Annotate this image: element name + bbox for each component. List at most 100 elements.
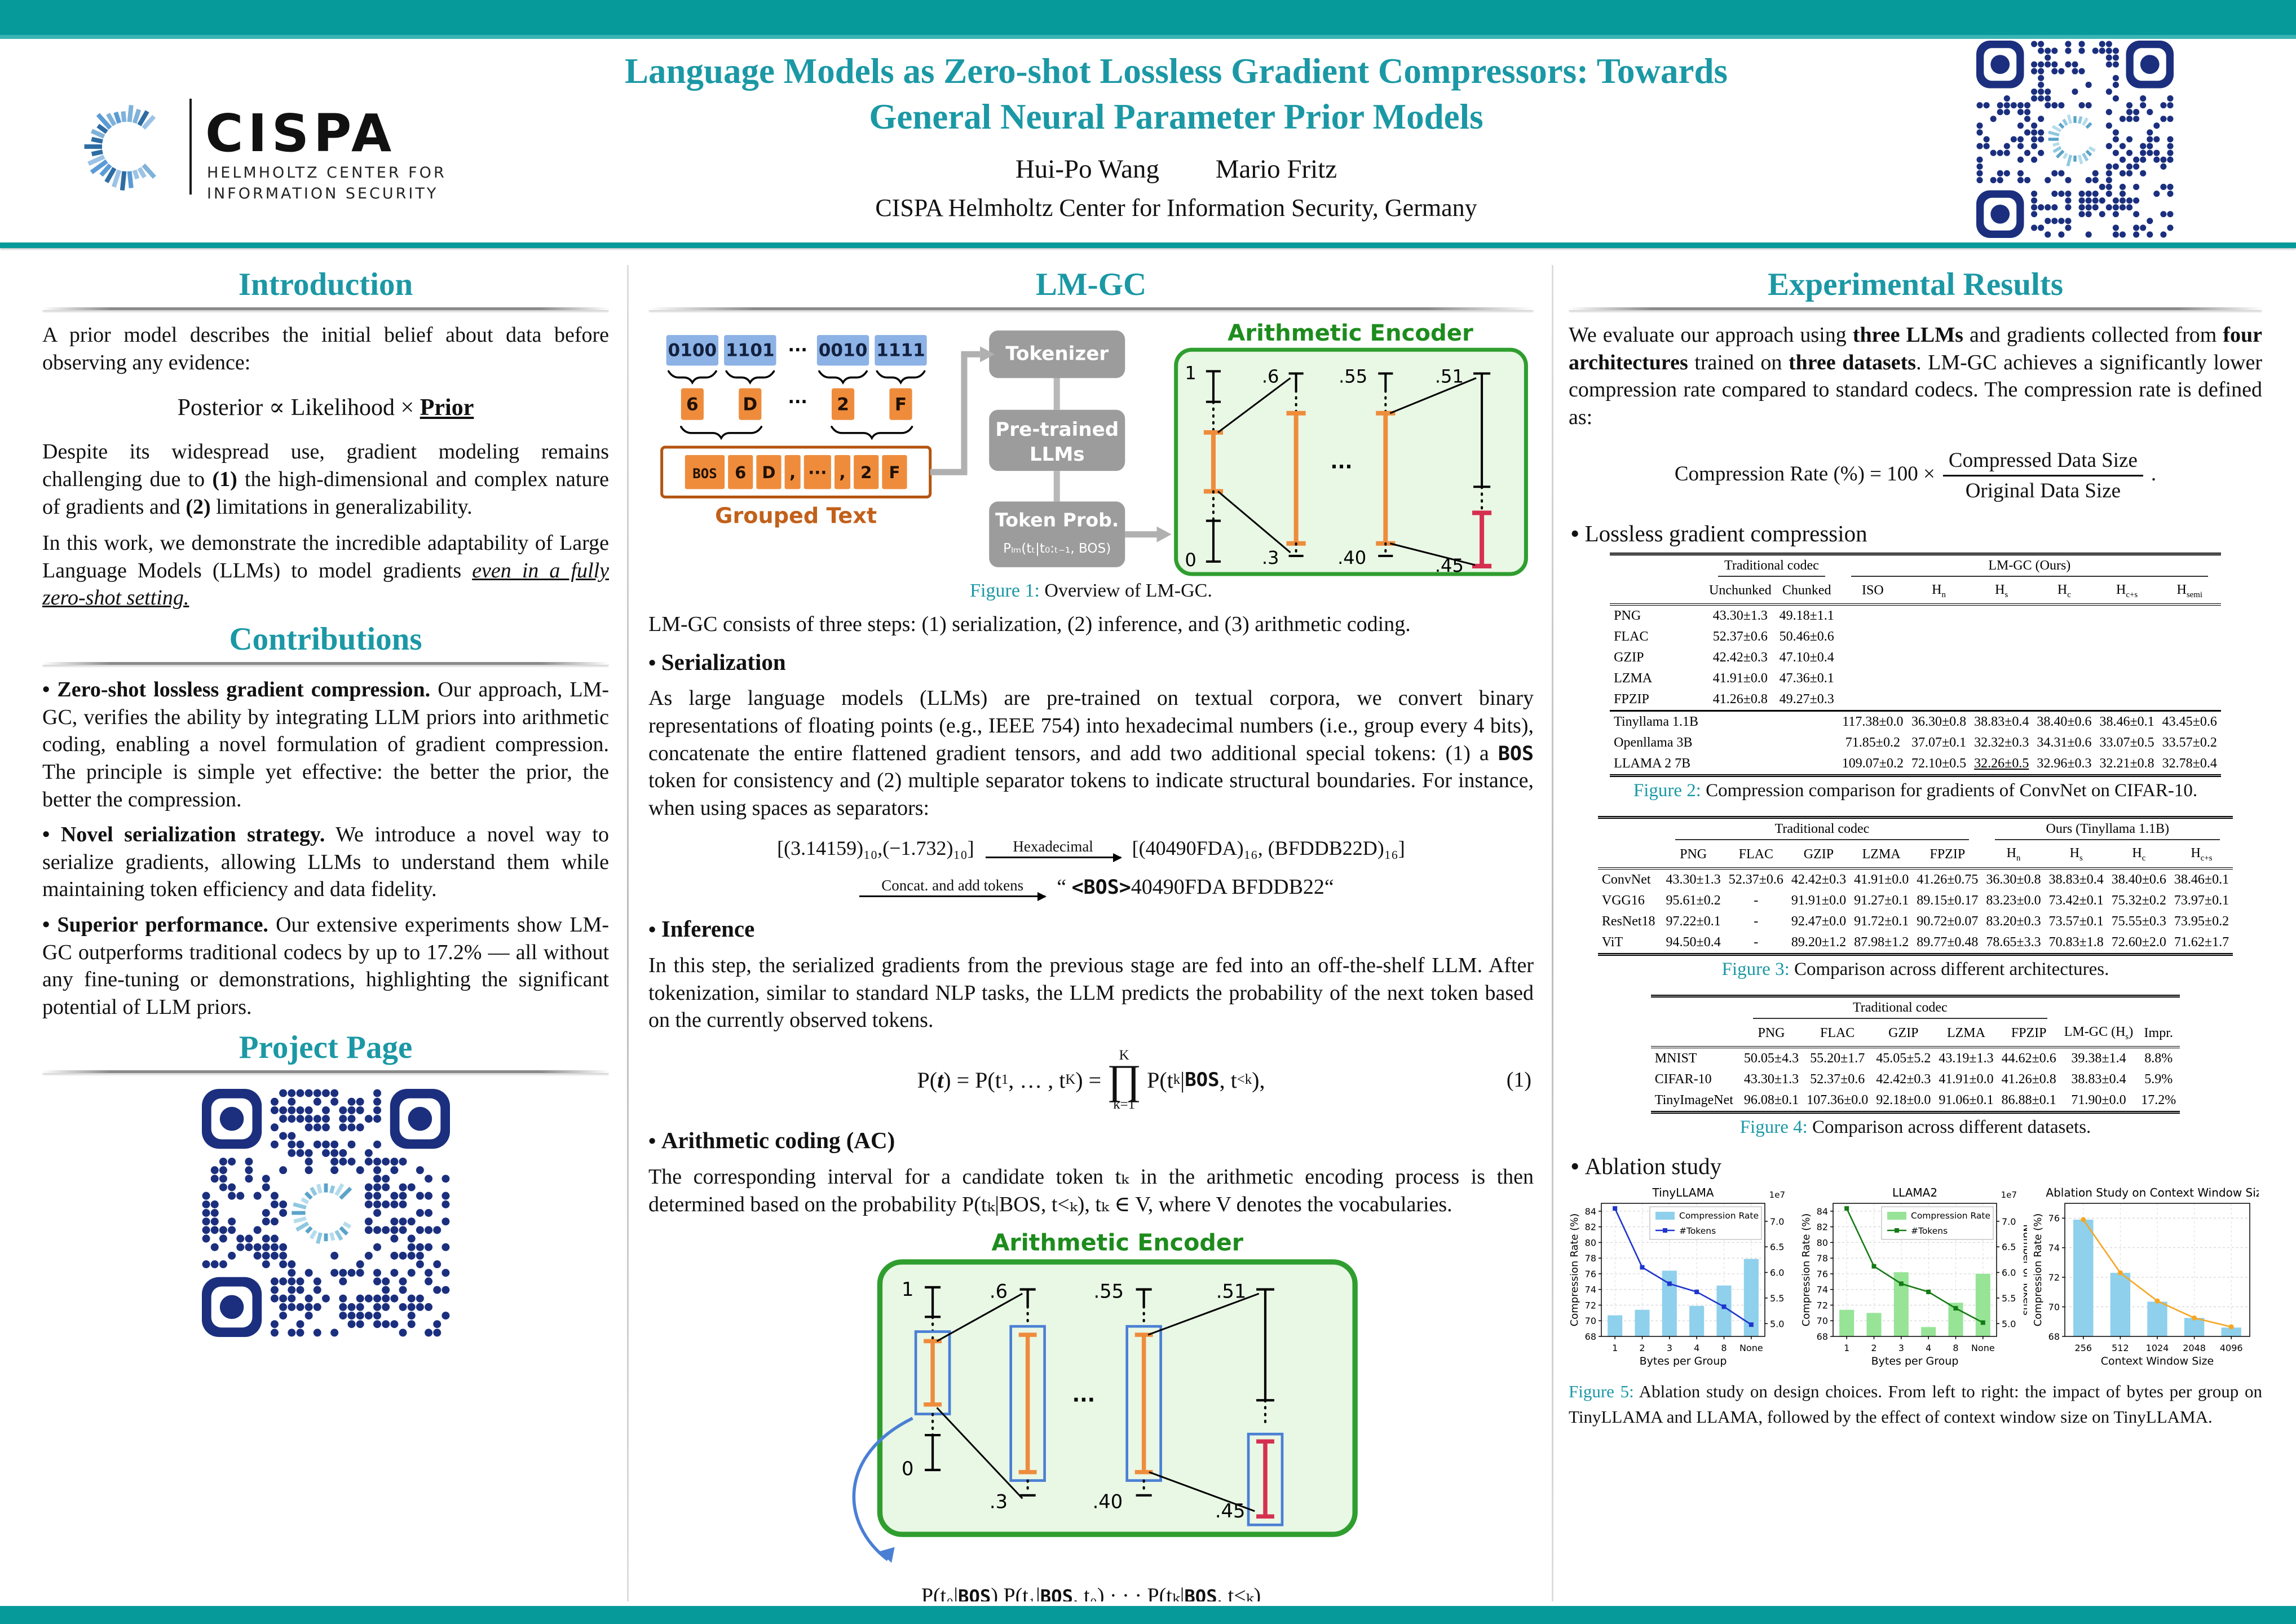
- contribution-body: Our approach, LM-GC, verifies the abilit…: [42, 678, 609, 811]
- arrow-label: Concat. and add tokens: [881, 877, 1024, 894]
- arithmetic-encoder-diagram: Arithmetic Encoder 1 0 .6 .3 ··· .55 .40 .51 .45: [852, 1229, 1358, 1563]
- contribution-item-2: Novel serialization strategy. We introdu…: [42, 821, 609, 903]
- bayes-formula: Posterior ∝ Likelihood × Prior: [42, 393, 609, 421]
- fraction-denominator: Original Data Size: [1965, 479, 2121, 502]
- eq-run: , … , t: [1008, 1067, 1066, 1093]
- svg-text:,: ,: [840, 463, 846, 482]
- bos-token: BOS: [1184, 1586, 1217, 1601]
- svg-text:None: None: [1739, 1343, 1763, 1353]
- intro-heading: Introduction: [238, 267, 413, 302]
- eq-run: ),: [1252, 1067, 1265, 1093]
- svg-text:76: 76: [1817, 1269, 1828, 1279]
- product-lower: k=1: [1113, 1096, 1136, 1112]
- svg-text:Arithmetic Encoder: Arithmetic Encoder: [991, 1229, 1243, 1256]
- svg-text:.6: .6: [990, 1281, 1008, 1303]
- svg-text:.45: .45: [1215, 1500, 1246, 1522]
- header: Language Models as Zero-shot Lossless Gr…: [528, 48, 1825, 222]
- svg-text:6.5: 6.5: [1770, 1242, 1784, 1252]
- eq-run: ) = P(t: [943, 1067, 1001, 1093]
- svg-text:6.0: 6.0: [2002, 1267, 2016, 1278]
- svg-text:Compression Rate: Compression Rate: [1679, 1211, 1759, 1221]
- serialization-heading-text: Serialization: [661, 648, 786, 675]
- svg-text:Grouped Text: Grouped Text: [715, 504, 877, 528]
- inference-heading: Inference: [648, 914, 1534, 944]
- affiliation: CISPA Helmholtz Center for Information S…: [875, 194, 1477, 222]
- contributions-heading: Contributions: [229, 621, 422, 657]
- fraction-numerator: Compressed Data Size: [1942, 448, 2143, 476]
- svg-text:···: ···: [1072, 1389, 1096, 1412]
- svg-text:D: D: [743, 395, 757, 415]
- svg-text:7.0: 7.0: [1770, 1216, 1784, 1227]
- top-teal-band-edge: [0, 35, 2296, 39]
- svg-text:4: 4: [1694, 1343, 1699, 1353]
- contribution-lead: Superior performance.: [57, 913, 268, 937]
- svg-text:.51: .51: [1435, 365, 1464, 387]
- figure4-caption: Figure 4: Comparison across different da…: [1569, 1117, 2262, 1138]
- svg-text:F: F: [895, 395, 907, 415]
- svg-text:2: 2: [1639, 1343, 1645, 1353]
- svg-text:None: None: [1971, 1343, 1995, 1353]
- svg-text:Arithmetic Encoder: Arithmetic Encoder: [1228, 321, 1473, 346]
- ablation-bullet: Ablation study: [1571, 1153, 2262, 1180]
- concat-example: Concat. and add tokens “ <BOS>40490FDA B…: [648, 875, 1534, 902]
- text-run: . LM-GC achieves a significantly lower c…: [1569, 350, 2262, 429]
- svg-text:2: 2: [1871, 1343, 1876, 1353]
- quote-mark: “: [1057, 875, 1072, 899]
- left-column: Introduction A prior model describes the…: [42, 261, 609, 1601]
- svg-text:···: ···: [808, 463, 827, 482]
- bold-run: (1): [212, 467, 237, 491]
- svg-text:0: 0: [1185, 549, 1196, 571]
- svg-text:84: 84: [1585, 1206, 1596, 1217]
- figure2-caption-prefix: Figure 2:: [1633, 780, 1701, 801]
- svg-text:76: 76: [2048, 1213, 2060, 1224]
- eq-run: P(t₀|: [921, 1584, 959, 1601]
- svg-text:1e7: 1e7: [1769, 1190, 1785, 1200]
- text-run: token for consistency and (2) multiple s…: [648, 769, 1534, 820]
- equation-number: (1): [1506, 1068, 1531, 1092]
- eq-run: , t₀) · · · P(tₖ|: [1073, 1584, 1185, 1601]
- svg-text:5.5: 5.5: [1770, 1293, 1784, 1304]
- svg-text:82: 82: [1817, 1222, 1828, 1233]
- arrow-shaft: [985, 853, 1122, 863]
- arrow-label: Hexadecimal: [1013, 838, 1093, 855]
- intro-paragraph-3: In this work, we demonstrate the incredi…: [42, 529, 609, 612]
- contribution-lead: Zero-shot lossless gradient compression.: [57, 678, 431, 701]
- heading-divider: [42, 307, 609, 310]
- svg-text:1: 1: [1185, 362, 1196, 383]
- results-paragraph: We evaluate our approach using three LLM…: [1569, 321, 2262, 431]
- eq-run: , t<ₖ): [1217, 1584, 1261, 1601]
- eq-run: t: [937, 1067, 944, 1093]
- poster-title-line1: Language Models as Zero-shot Lossless Gr…: [624, 51, 1728, 91]
- svg-text:0100: 0100: [668, 340, 717, 360]
- svg-text:68: 68: [2048, 1331, 2060, 1342]
- svg-text:.6: .6: [1262, 365, 1279, 387]
- svg-text:5.5: 5.5: [2002, 1293, 2016, 1304]
- figure4-caption-prefix: Figure 4:: [1739, 1116, 1808, 1137]
- eq-run: ) P(t₁|: [991, 1584, 1040, 1601]
- encoder-probability-caption: P(t₀|BOS) P(t₁|BOS, t₀) · · · P(tₖ|BOS, …: [648, 1583, 1534, 1601]
- svg-text:6.0: 6.0: [1770, 1267, 1784, 1278]
- figure2-caption: Figure 2: Compression comparison for gra…: [1569, 780, 2262, 801]
- svg-text:#Tokens: #Tokens: [1679, 1226, 1716, 1236]
- svg-text:Pₗₘ(tₜ|t₀:ₜ₋₁, BOS): Pₗₘ(tₜ|t₀:ₜ₋₁, BOS): [1003, 541, 1111, 556]
- text-run: limitations in generalizability.: [210, 495, 473, 519]
- hex-values: [(40490FDA)₁₆, (BFDDB22D)₁₆]: [1132, 837, 1405, 860]
- svg-text:0010: 0010: [819, 340, 868, 360]
- svg-text:8: 8: [1953, 1343, 1958, 1353]
- figure5-caption-prefix: Figure 5:: [1569, 1381, 1634, 1401]
- svg-text:.3: .3: [990, 1490, 1008, 1512]
- svg-text:78: 78: [1817, 1253, 1828, 1264]
- project-qr-icon: [201, 1088, 450, 1337]
- hexadecimal-example: [(3.14159)₁₀,(−1.732)₁₀] Hexadecimal [(4…: [648, 836, 1534, 863]
- figure4-caption-text: Comparison across different datasets.: [1812, 1116, 2091, 1137]
- author-1: Hui-Po Wang: [1015, 155, 1159, 184]
- eq-sub: <k: [1237, 1072, 1252, 1088]
- svg-text:68: 68: [1817, 1331, 1828, 1342]
- svg-text:BOS: BOS: [692, 466, 717, 482]
- figure3-caption-prefix: Figure 3:: [1721, 959, 1790, 980]
- figure3-table: Traditional codec Ours (Tinyllama 1.1B) PN…: [1569, 816, 2262, 956]
- bos-token: BOS: [1040, 1586, 1074, 1601]
- ac-body: The corresponding interval for a candida…: [648, 1164, 1534, 1216]
- context-window-chart: 68 70 72 74 76 256 512 1024 2048 4096 Ablation Stu…: [2032, 1185, 2259, 1371]
- figure3-caption: Figure 3: Comparison across different ar…: [1569, 959, 2262, 980]
